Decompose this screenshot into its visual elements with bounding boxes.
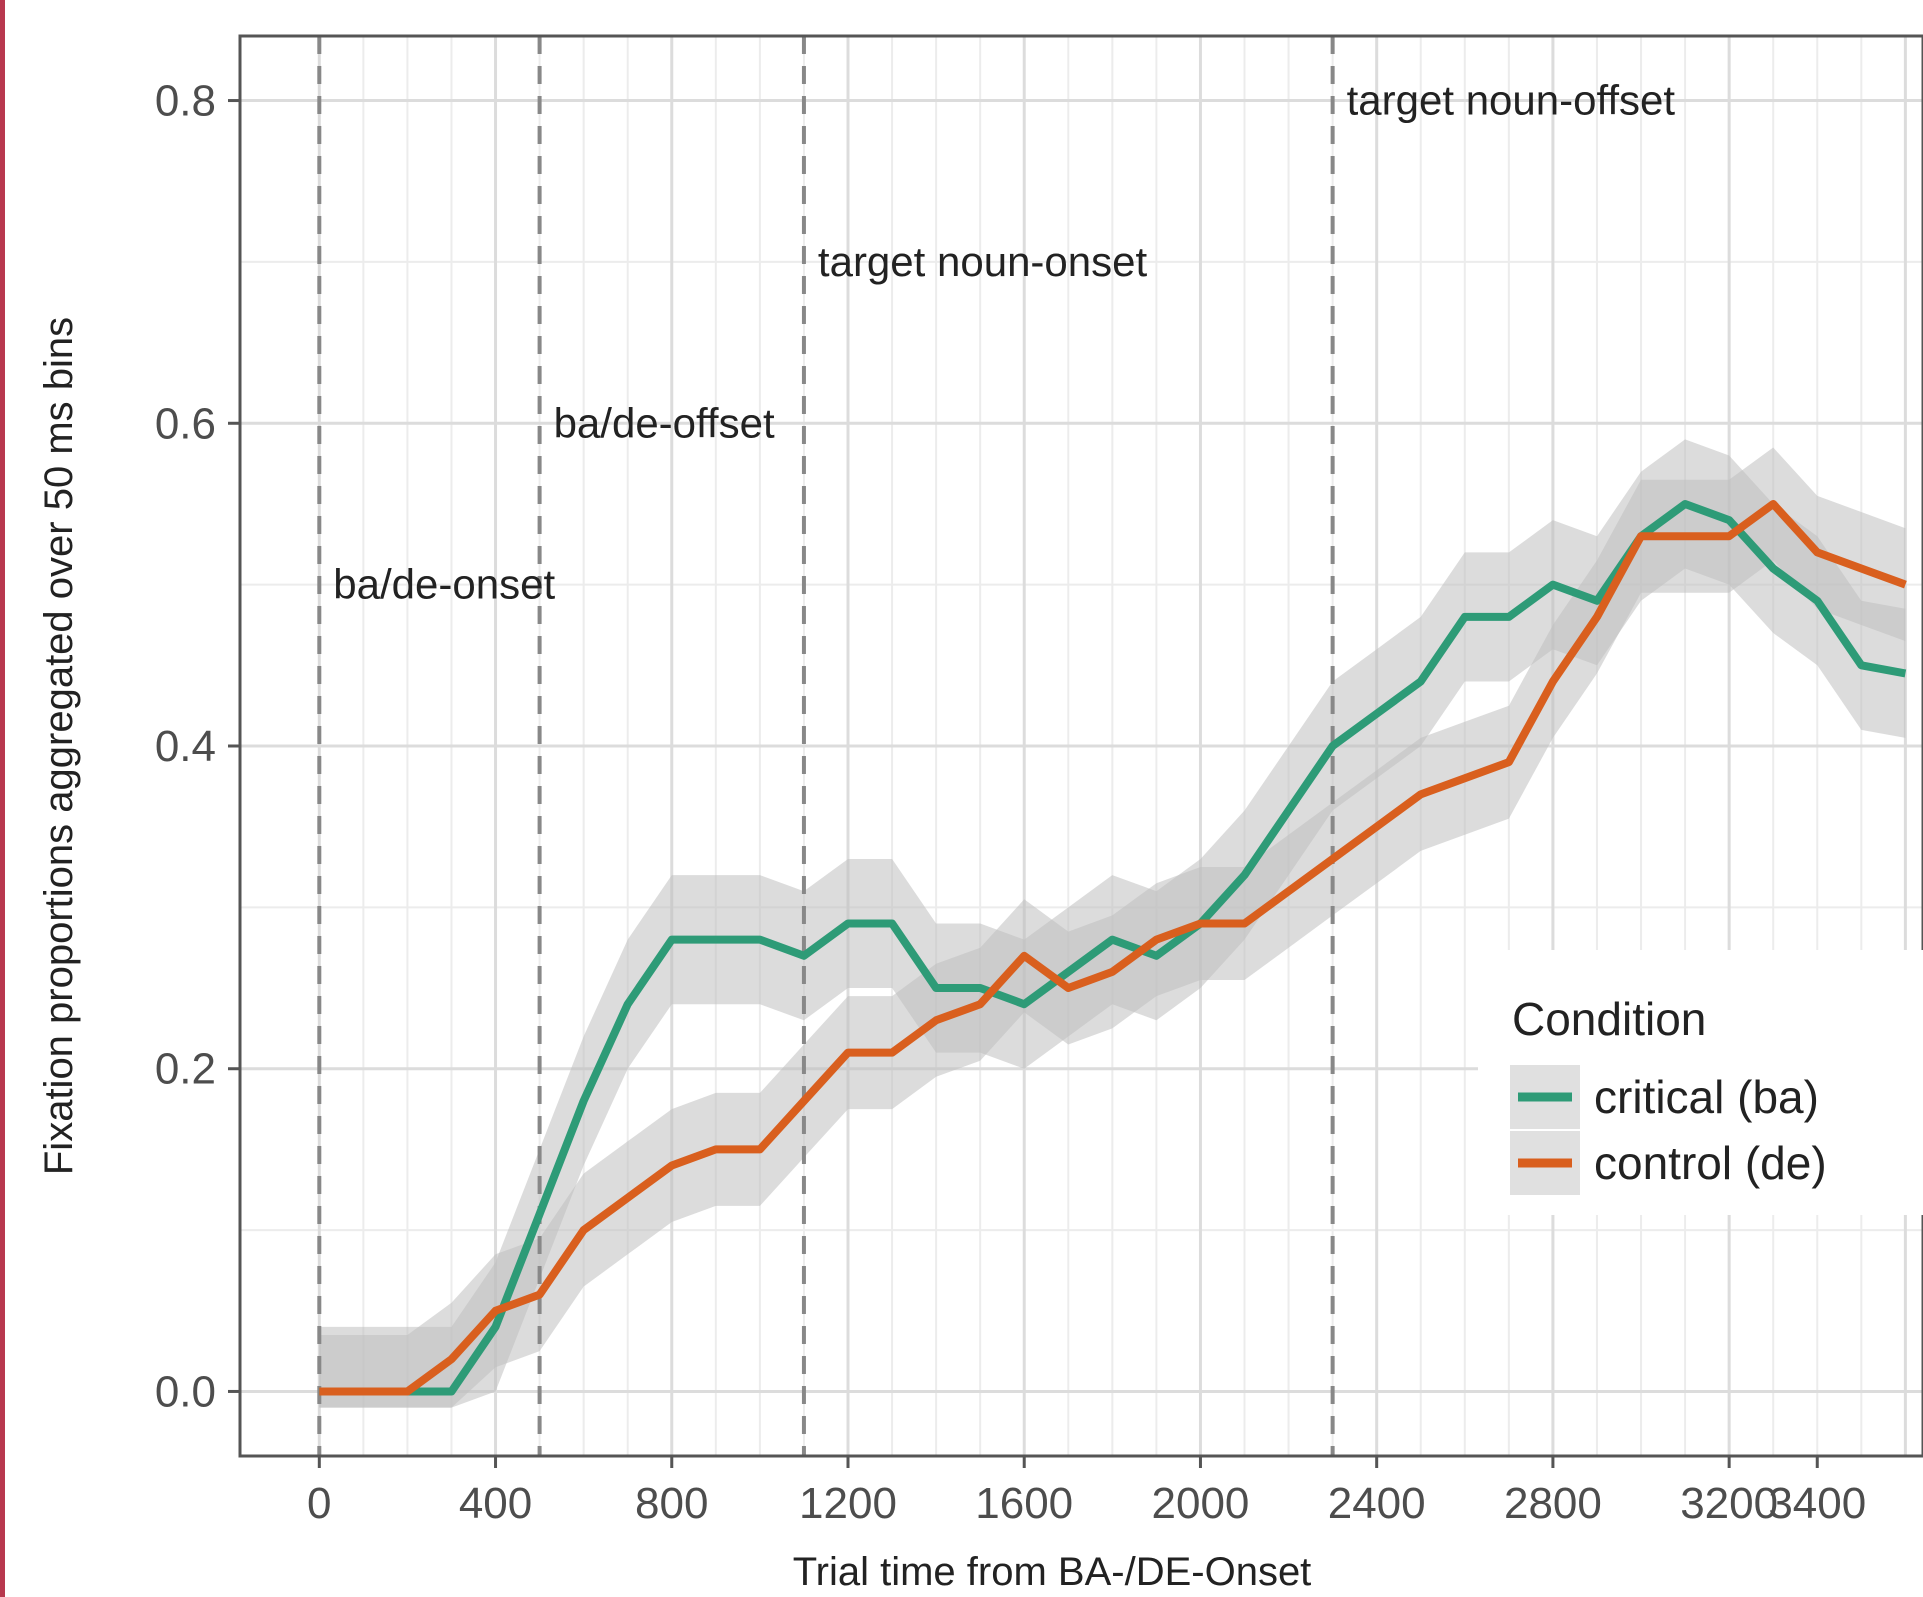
legend-title: Condition	[1512, 993, 1706, 1045]
x-tick-label: 2400	[1328, 1479, 1426, 1528]
x-tick-label: 2800	[1504, 1479, 1602, 1528]
event-label-3: target noun-offset	[1347, 77, 1676, 124]
confidence-band-series-1	[319, 447, 1906, 1408]
y-axis-title: Fixation proportions aggregated over 50 …	[37, 317, 81, 1175]
x-tick-label: 3400	[1768, 1479, 1866, 1528]
x-axis-title: Trial time from BA-/DE-Onset	[793, 1550, 1312, 1594]
x-tick-label: 0	[307, 1479, 331, 1528]
page-left-border	[0, 0, 5, 1597]
y-tick-label: 0.2	[155, 1045, 216, 1094]
confidence-bands	[319, 439, 1906, 1408]
series-line-1	[319, 500, 1907, 1396]
event-labels: ba/de-onset ba/de-offset target noun-onset…	[333, 77, 1675, 608]
series-lines	[319, 500, 1907, 1396]
event-label-1: ba/de-offset	[554, 399, 775, 446]
event-label-0: ba/de-onset	[333, 561, 555, 608]
x-tick-label: 800	[635, 1479, 708, 1528]
x-tick-label: 1200	[799, 1479, 897, 1528]
event-label-2: target noun-onset	[818, 238, 1148, 285]
y-tick-label: 0.4	[155, 722, 216, 771]
y-axis-ticks: 0.0 0.2 0.4 0.6 0.8	[155, 77, 240, 1416]
legend: Condition critical (ba) control (de)	[1478, 950, 1923, 1215]
x-tick-label: 2000	[1152, 1479, 1250, 1528]
legend-label-control: control (de)	[1594, 1137, 1827, 1189]
x-tick-label: 400	[459, 1479, 532, 1528]
x-tick-label: 1600	[975, 1479, 1073, 1528]
y-tick-label: 0.8	[155, 77, 216, 126]
legend-label-critical: critical (ba)	[1594, 1071, 1819, 1123]
y-tick-label: 0.0	[155, 1367, 216, 1416]
y-tick-label: 0.6	[155, 399, 216, 448]
x-tick-label: 3200	[1680, 1479, 1778, 1528]
